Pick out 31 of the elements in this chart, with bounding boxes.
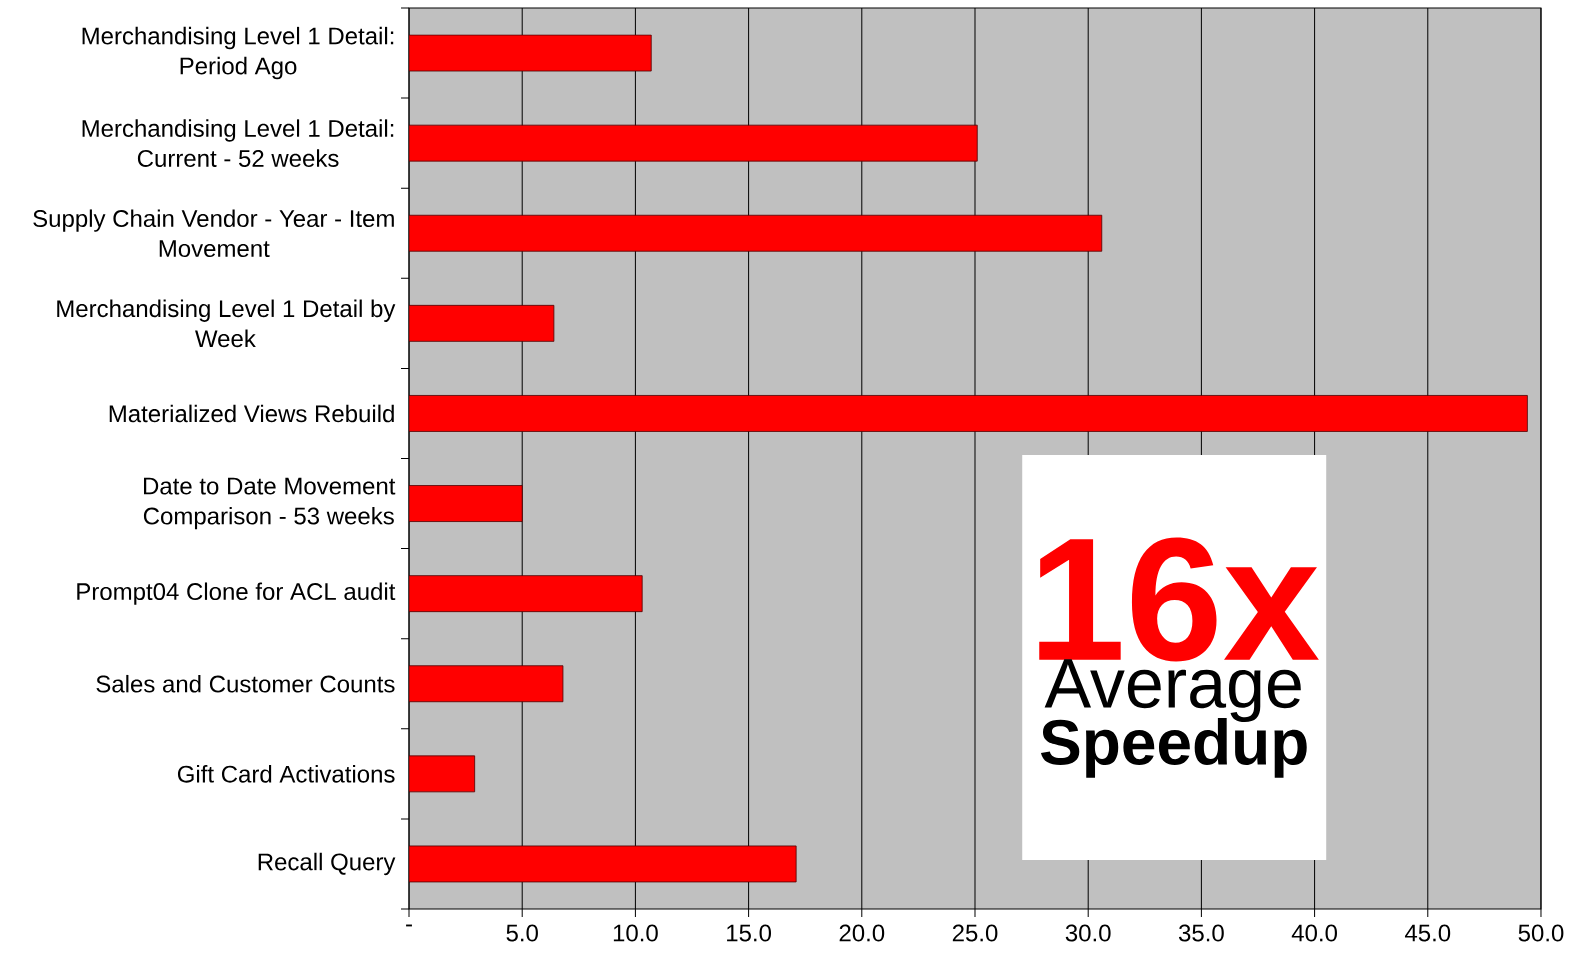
x-tick-label: 30.0 xyxy=(1065,924,1111,942)
bar xyxy=(409,755,476,793)
x-tick-label: 15.0 xyxy=(727,924,772,942)
x-tick-label: 45.0 xyxy=(1404,924,1451,942)
bar xyxy=(409,124,978,162)
bar xyxy=(409,845,797,883)
y-tick-label: Sales and Customer Counts xyxy=(96,674,395,693)
y-tick-label: Date to Date Movement Comparison - 53 weeks xyxy=(143,477,396,530)
bar xyxy=(409,665,564,703)
x-tick-label: 25.0 xyxy=(952,924,998,942)
y-tick-label: Merchandising Level 1 Detail: Current - 52 weeks xyxy=(82,119,394,167)
x-tick-label: 10.0 xyxy=(613,924,658,942)
y-tick-label: Merchandising Level 1 Detail by Week xyxy=(57,299,396,348)
bar xyxy=(409,304,555,342)
y-tick-label: Prompt04 Clone for ACL audit xyxy=(77,582,396,605)
x-tick-label: 40.0 xyxy=(1291,924,1337,942)
y-tick-label: Materialized Views Rebuild xyxy=(109,404,394,423)
y-tick-label: Gift Card Activations xyxy=(177,765,395,783)
x-tick-label: 5.0 xyxy=(506,924,538,942)
x-tick-label: 50.0 xyxy=(1518,924,1564,942)
y-tick-label: Recall Query xyxy=(258,852,396,876)
bar xyxy=(409,395,1528,432)
x-tick-label: - xyxy=(406,924,412,927)
bar xyxy=(409,214,1103,252)
x-tick-label: 20.0 xyxy=(839,924,885,942)
x-tick-label: 35.0 xyxy=(1178,924,1224,942)
y-tick-label: Merchandising Level 1 Detail: Period Ago xyxy=(82,26,394,80)
bar xyxy=(409,485,523,522)
bar xyxy=(409,34,652,72)
bar xyxy=(409,575,643,613)
y-tick-label: Supply Chain Vendor - Year - Item Movement xyxy=(33,209,394,258)
